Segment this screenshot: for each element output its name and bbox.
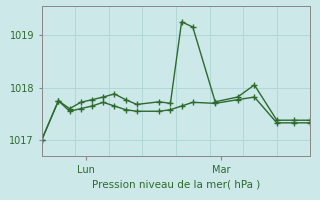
X-axis label: Pression niveau de la mer( hPa ): Pression niveau de la mer( hPa ) (92, 179, 260, 189)
